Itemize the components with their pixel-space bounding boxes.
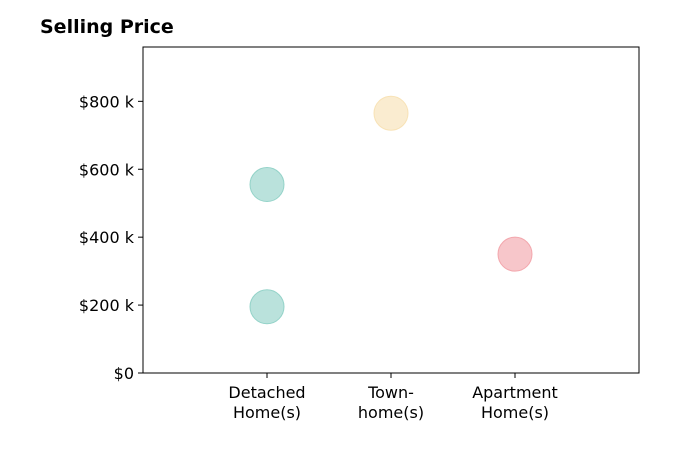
x-axis: DetachedHome(s)Town-home(s)ApartmentHome… <box>228 373 558 422</box>
x-tick-label: Apartment <box>472 383 558 402</box>
data-point <box>249 289 285 325</box>
data-points <box>249 95 533 325</box>
x-tick-label: home(s) <box>358 403 424 422</box>
y-tick-label: $200 k <box>79 296 135 315</box>
data-point <box>497 236 533 272</box>
x-tick-label: Home(s) <box>233 403 301 422</box>
y-axis: $0 $200 k $400 k $600 k $800 k <box>79 92 143 383</box>
x-tick-label: Home(s) <box>481 403 549 422</box>
y-tick-label: $0 <box>114 364 134 383</box>
x-tick-label: Detached <box>228 383 305 402</box>
x-tick-label: Town- <box>367 383 414 402</box>
y-tick-label: $800 k <box>79 92 135 111</box>
chart-title: Selling Price <box>40 16 174 38</box>
y-tick-label: $400 k <box>79 228 135 247</box>
data-point <box>249 167 285 203</box>
data-point <box>373 95 409 131</box>
y-tick-label: $600 k <box>79 160 135 179</box>
